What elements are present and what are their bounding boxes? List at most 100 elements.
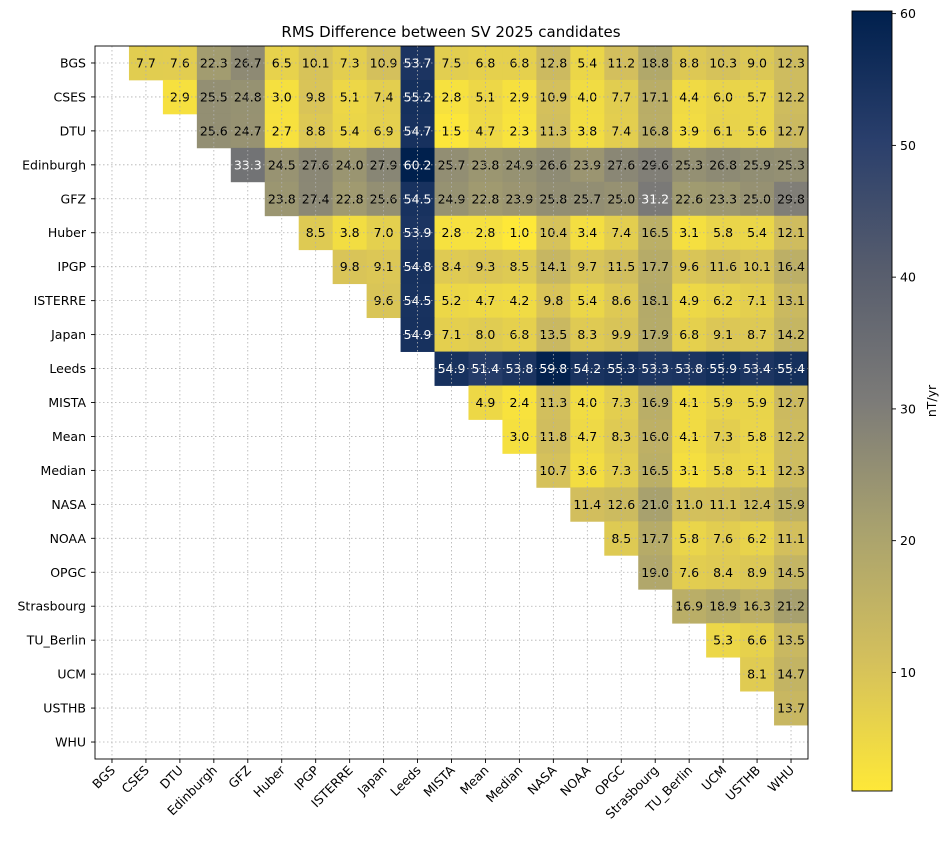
cell-label: 25.9 [743, 157, 771, 172]
cell-label: 23.8 [472, 157, 500, 172]
heatmap-cell [536, 147, 571, 183]
heatmap-cell [536, 79, 571, 115]
cell-label: 3.1 [679, 225, 699, 240]
heatmap-cell [196, 79, 232, 115]
heatmap-cell [468, 283, 503, 319]
heatmap-cell [672, 555, 707, 590]
heatmap-cell [468, 351, 503, 386]
x-tick-label: Japan [354, 763, 390, 799]
colorbar-tick-label: 10 [900, 665, 916, 680]
cell-label: 8.9 [747, 565, 767, 580]
heatmap-cell [400, 215, 435, 251]
heatmap-cell [740, 79, 775, 115]
heatmap-cell [672, 487, 707, 522]
y-tick-label: Edinburgh [22, 157, 86, 172]
x-tick-label: WHU [765, 763, 797, 795]
cell-label: 9.8 [543, 293, 563, 308]
heatmap-cell [604, 419, 639, 454]
heatmap-cell [468, 147, 503, 183]
x-tick-label: CSES [118, 762, 152, 796]
y-tick-label: TU_Berlin [26, 633, 86, 648]
x-tick-label: Huber [250, 762, 288, 800]
heatmap-cell [672, 351, 707, 386]
cell-label: 12.4 [743, 497, 771, 512]
y-tick-label: Strasbourg [17, 599, 86, 614]
heatmap-cell [400, 283, 435, 319]
cell-label: 7.6 [679, 565, 699, 580]
cell-label: 53.4 [743, 361, 771, 376]
heatmap-cell [400, 79, 435, 115]
cell-label: 11.8 [539, 429, 567, 444]
heatmap-cell [604, 351, 639, 386]
cell-label: 24.5 [268, 157, 296, 172]
cell-label: 3.8 [340, 225, 360, 240]
x-tick-label: DTU [157, 763, 186, 792]
cell-label: 25.3 [675, 157, 703, 172]
heatmap-cell [740, 215, 775, 251]
heatmap-cell [672, 419, 707, 454]
cell-label: 54.5 [404, 293, 432, 308]
cell-label: 5.8 [747, 429, 767, 444]
heatmap-cell [536, 419, 571, 454]
heatmap-cell [332, 215, 368, 251]
x-tick-label: USTHB [722, 763, 763, 804]
heatmap-cell [740, 419, 775, 454]
y-tick-label: MISTA [48, 395, 86, 410]
cell-label: 4.7 [476, 293, 496, 308]
cell-label: 53.9 [404, 225, 432, 240]
cell-label: 4.1 [679, 429, 699, 444]
cell-label: 27.6 [607, 157, 635, 172]
y-tick-label: IPGP [58, 259, 87, 274]
cell-label: 55.3 [607, 361, 635, 376]
cell-label: 55.2 [404, 89, 432, 104]
heatmap-cell [264, 79, 300, 115]
cell-label: 25.5 [200, 89, 228, 104]
y-tick-label: NASA [51, 497, 86, 512]
colorbar-tick-label: 20 [900, 533, 916, 548]
heatmap-cell [400, 147, 435, 183]
heatmap-cell [604, 79, 639, 115]
cell-label: 8.3 [611, 429, 631, 444]
y-tick-label: Japan [50, 327, 86, 342]
y-tick-label: Mean [52, 429, 86, 444]
cell-label: 7.4 [611, 225, 631, 240]
colorbar-label: nT/yr [924, 384, 939, 417]
y-tick-label: Leeds [49, 361, 86, 376]
colorbar-tick-label: 50 [900, 138, 916, 153]
y-tick-label: ISTERRE [34, 293, 87, 308]
cell-label: 5.1 [340, 89, 360, 104]
heatmap-cell [536, 351, 571, 386]
cell-label: 10.4 [539, 225, 567, 240]
x-tick-label: MISTA [420, 762, 458, 800]
gridlines [95, 46, 808, 759]
y-tick-label: NOAA [50, 531, 87, 546]
cell-label: 5.1 [476, 89, 496, 104]
x-tick-label: GFZ [225, 763, 254, 792]
colorbar-gradient [851, 10, 893, 792]
y-tick-label: CSES [54, 89, 87, 104]
colorbar-tick-label: 40 [900, 270, 916, 285]
cell-label: 53.8 [675, 361, 703, 376]
x-tick-label: NOAA [557, 762, 594, 799]
heatmap-cell [672, 79, 707, 115]
y-tick-label: DTU [60, 123, 86, 138]
cell-label: 3.0 [272, 89, 292, 104]
cell-label: 2.8 [476, 225, 496, 240]
heatmap-cell [536, 215, 571, 251]
heatmap-cell [332, 79, 368, 115]
cell-label: 6.6 [747, 633, 767, 648]
cell-label: 5.4 [747, 225, 767, 240]
cell-label: 7.7 [611, 89, 631, 104]
heatmap-cell [740, 147, 775, 183]
heatmap-cell [672, 215, 707, 251]
cell-label: 26.6 [539, 157, 567, 172]
cell-label: 7.1 [747, 293, 767, 308]
heatmap-cell [604, 215, 639, 251]
cell-label: 4.4 [679, 89, 699, 104]
cell-label: 5.7 [747, 89, 767, 104]
y-tick-label: Huber [48, 225, 87, 240]
x-tick-label: Leeds [387, 763, 423, 799]
cell-label: 24.0 [336, 157, 364, 172]
x-tick-label: NASA [524, 762, 559, 797]
cell-label: 60.2 [404, 157, 432, 172]
